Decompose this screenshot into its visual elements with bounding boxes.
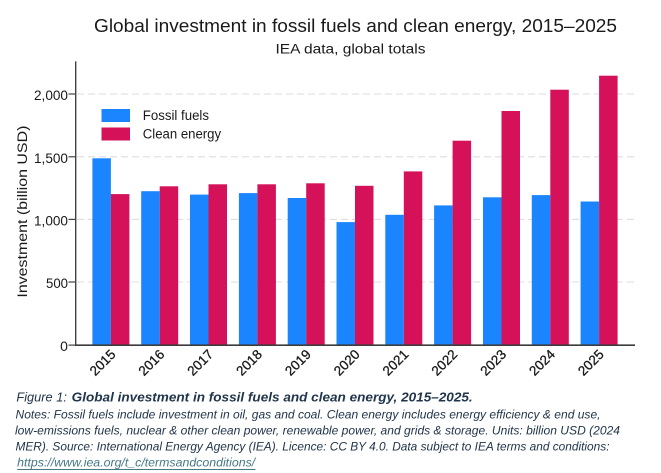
svg-text:Notes: Fossil fuels include in: Notes: Fossil fuels include investment i… [16,408,601,422]
svg-text:2,000: 2,000 [34,87,68,103]
svg-text:Global investment in fossil fu: Global investment in fossil fuels and cl… [72,391,473,405]
svg-text:Fossil fuels: Fossil fuels [143,108,209,123]
svg-text:Investment (billion USD): Investment (billion USD) [15,126,30,298]
svg-text:0: 0 [60,338,68,354]
svg-text:MER). Source: International En: MER). Source: International Energy Agenc… [16,440,610,454]
svg-text:Global investment in fossil fu: Global investment in fossil fuels and cl… [94,16,617,36]
svg-text:1,500: 1,500 [34,150,68,166]
svg-text:1,000: 1,000 [34,212,68,228]
svg-text:IEA data, global totals: IEA data, global totals [276,42,426,57]
svg-text:low-emissions fuels, nuclear &: low-emissions fuels, nuclear & other cle… [15,424,620,438]
svg-text:https://www.iea.org/t_c/termsa: https://www.iea.org/t_c/termsandconditio… [17,456,257,470]
svg-text:Figure 1:: Figure 1: [16,391,66,405]
svg-text:500: 500 [46,275,68,291]
svg-text:Clean energy: Clean energy [143,127,222,142]
